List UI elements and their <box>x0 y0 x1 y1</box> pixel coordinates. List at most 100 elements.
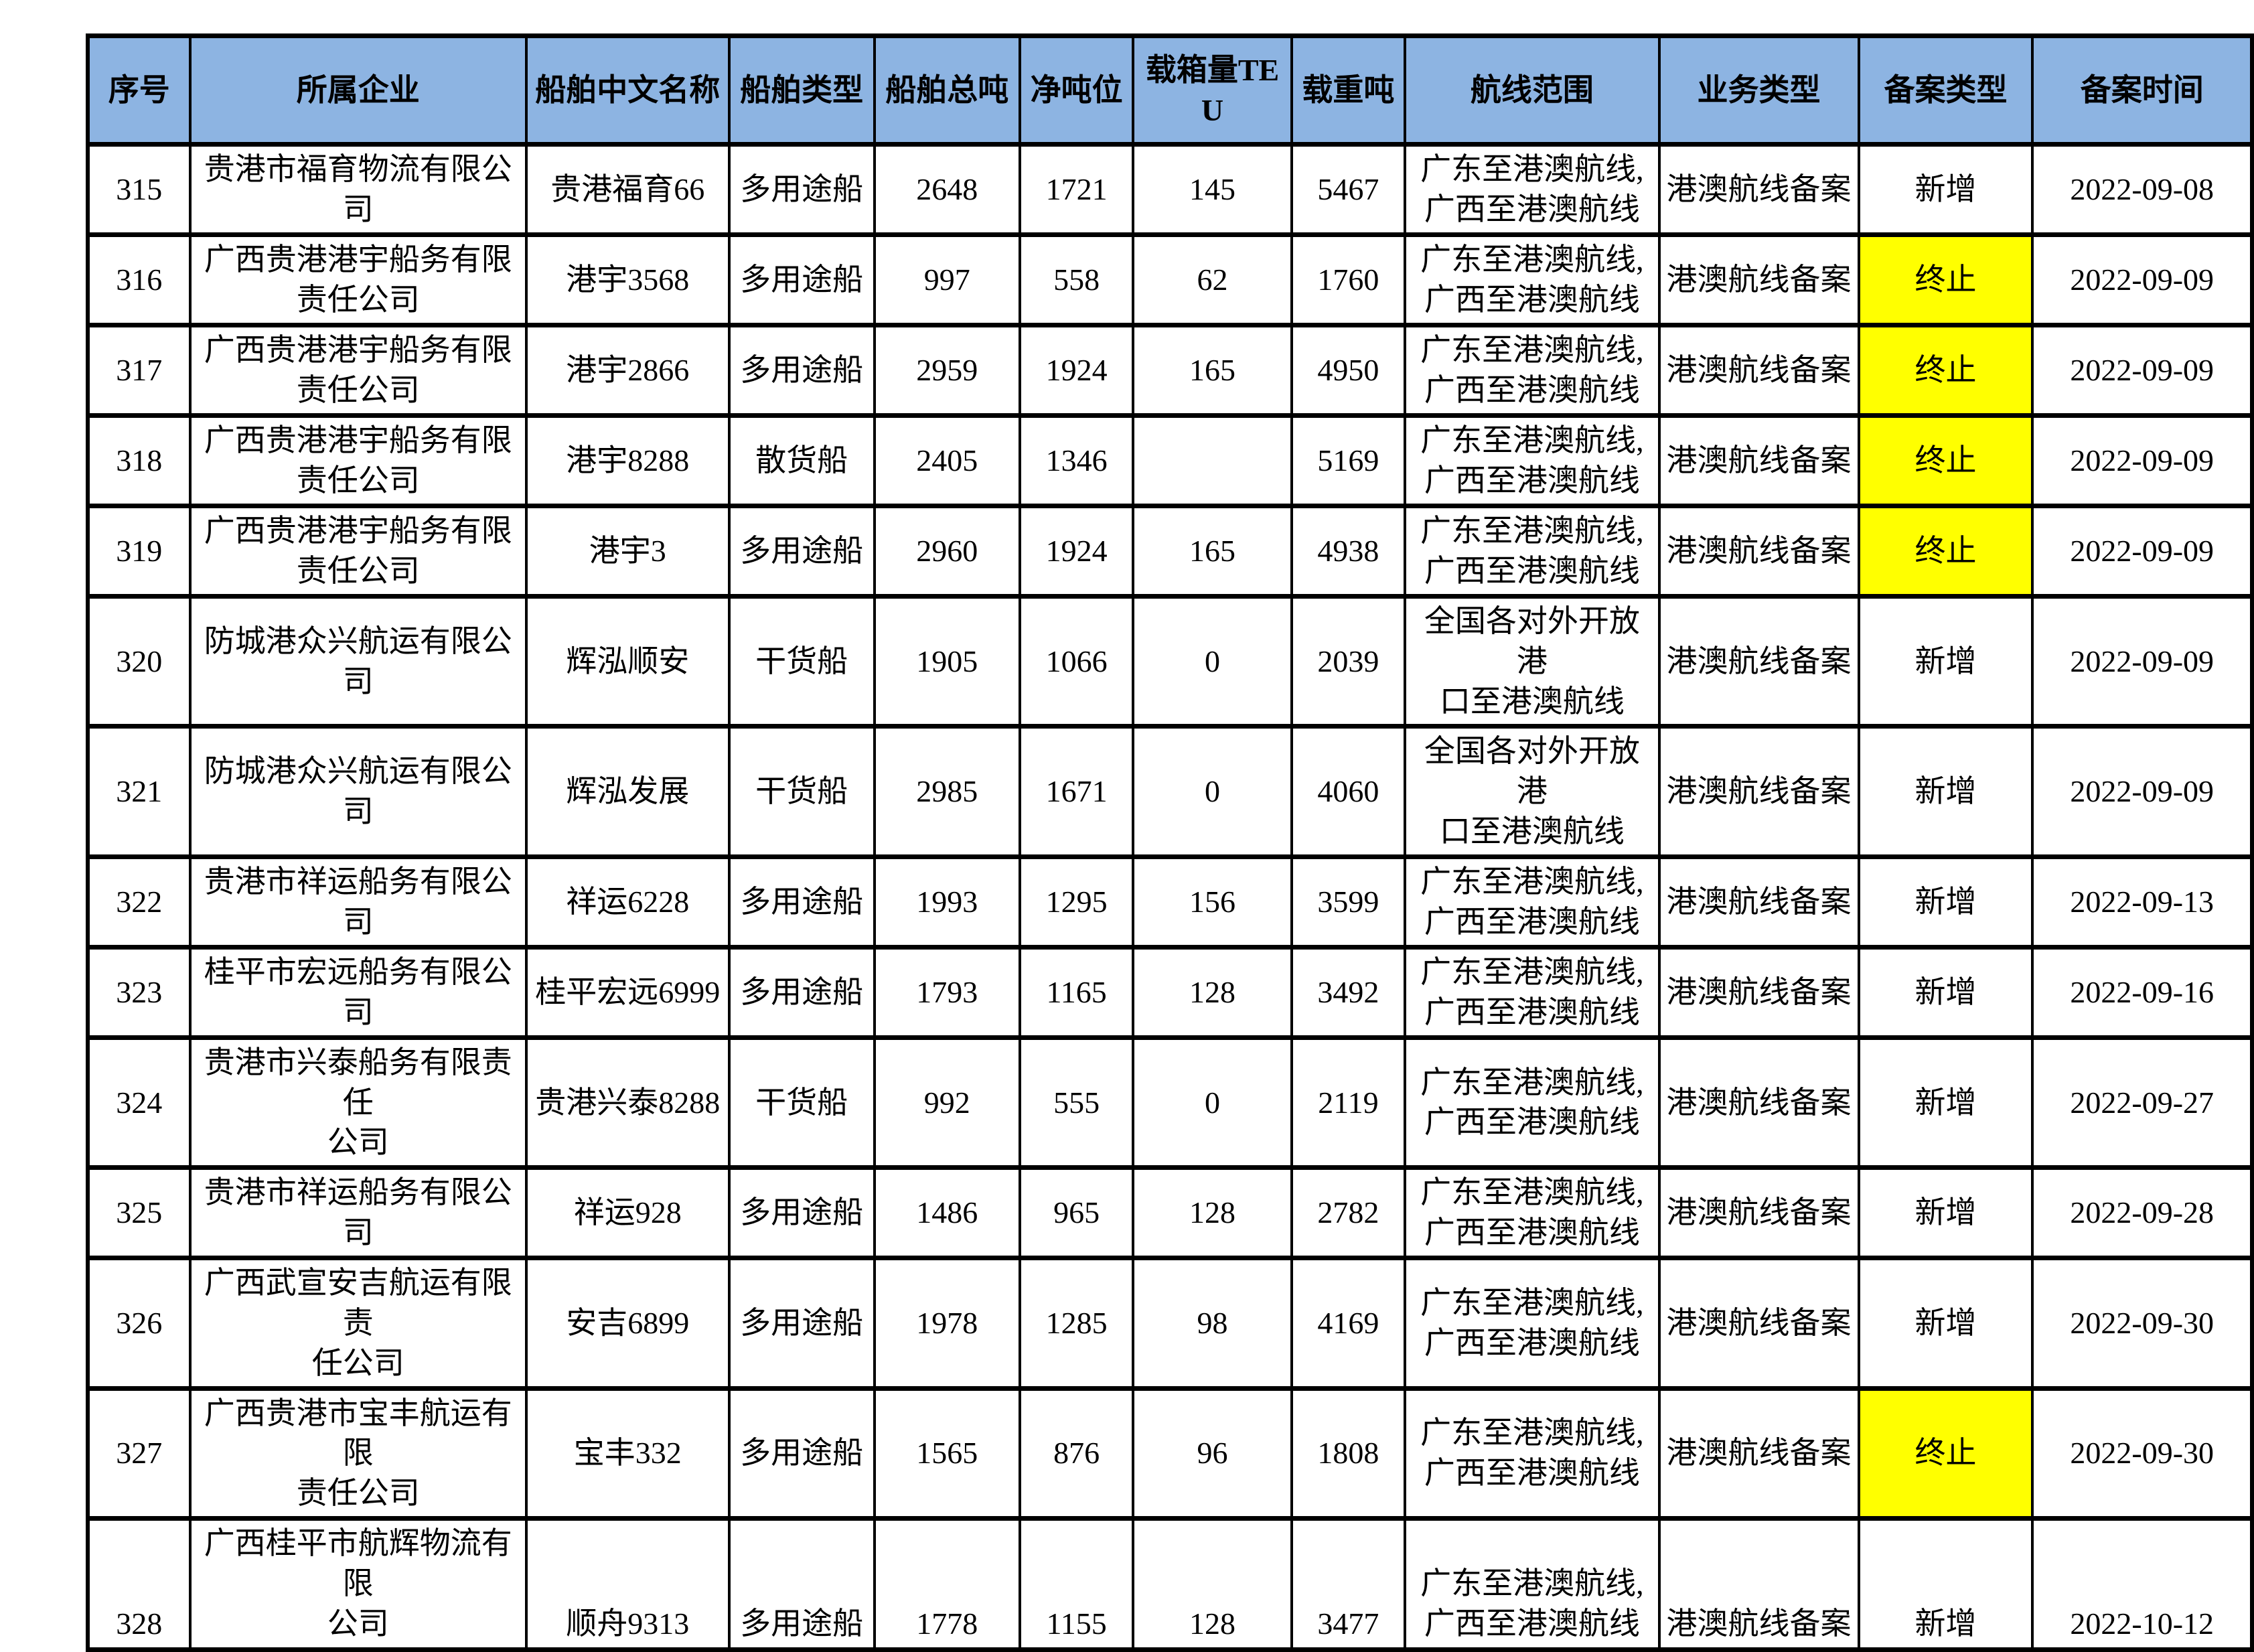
cell-seq: 326 <box>86 1256 192 1391</box>
ship-filing-table: 序号 所属企业 船舶中文名称 船舶类型 船舶总吨 净吨位 载箱量TEU 载重吨 航线范围 业务类型… <box>86 33 2254 1652</box>
cell-filing: 终止 <box>1857 413 2034 508</box>
cell-biz: 港澳航线备案 <box>1657 323 1860 418</box>
cell-route: 全国各对外开放港 口至港澳航线 <box>1404 593 1661 729</box>
column-header-net: 净吨位 <box>1018 33 1135 147</box>
cell-teu: 165 <box>1132 323 1293 418</box>
cell-teu: 96 <box>1132 1385 1293 1521</box>
cell-gross: 1565 <box>873 1385 1021 1521</box>
cell-ship_name: 贵港福育66 <box>524 142 731 237</box>
header-row: 序号 所属企业 船舶中文名称 船舶类型 船舶总吨 净吨位 载箱量TEU 载重吨 航线范围 业务类型… <box>86 33 2253 147</box>
cell-seq: 316 <box>86 232 192 327</box>
cell-ship_type: 多用途船 <box>727 232 876 327</box>
cell-date: 2022-09-09 <box>2031 323 2253 418</box>
cell-ship_name: 辉泓顺安 <box>524 593 731 729</box>
cell-net: 876 <box>1018 1385 1135 1521</box>
cell-ship_name: 祥运928 <box>524 1165 731 1261</box>
cell-route: 广东至港澳航线, 广西至港澳航线 <box>1404 854 1661 950</box>
cell-route: 广东至港澳航线, 广西至港澳航线 <box>1404 944 1661 1040</box>
cell-gross: 2960 <box>873 504 1021 599</box>
cell-company: 防城港众兴航运有限公司 <box>188 593 528 729</box>
cell-date: 2022-09-09 <box>2031 232 2253 327</box>
cell-seq: 323 <box>86 944 192 1040</box>
cell-filing: 新增 <box>1857 724 2034 859</box>
cell-ship_name: 港宇3 <box>524 504 731 599</box>
cell-gross: 2985 <box>873 724 1021 859</box>
cell-gross: 1793 <box>873 944 1021 1040</box>
cell-dwt: 3492 <box>1290 944 1407 1040</box>
table-row: 328 广西桂平市航辉物流有限 公司 顺舟9313 多用途船 1778 1155 128 34… <box>86 1515 2253 1652</box>
cell-date: 2022-09-30 <box>2031 1256 2253 1391</box>
cell-filing: 新增 <box>1857 1515 2034 1652</box>
cell-dwt: 4950 <box>1290 323 1407 418</box>
cell-seq: 324 <box>86 1035 192 1171</box>
cell-biz: 港澳航线备案 <box>1657 1256 1860 1391</box>
cell-ship_type: 多用途船 <box>727 1165 876 1261</box>
cell-company: 贵港市福育物流有限公司 <box>188 142 528 237</box>
column-header-gross: 船舶总吨 <box>873 33 1021 147</box>
table-row: 324 贵港市兴泰船务有限责任 公司 贵港兴泰8288 干货船 992 555 0 2119 广… <box>86 1035 2253 1171</box>
cell-date: 2022-09-28 <box>2031 1165 2253 1261</box>
table-row: 326 广西武宣安吉航运有限责 任公司 安吉6899 多用途船 1978 1285 98 41… <box>86 1256 2253 1391</box>
cell-gross: 1778 <box>873 1515 1021 1652</box>
cell-company: 广西贵港港宇船务有限责任公司 <box>188 232 528 327</box>
column-header-company: 所属企业 <box>188 33 528 147</box>
cell-net: 1295 <box>1018 854 1135 950</box>
cell-filing: 终止 <box>1857 232 2034 327</box>
table-row: 320 防城港众兴航运有限公司 辉泓顺安 干货船 1905 1066 0 2039 全国各对外开… <box>86 593 2253 729</box>
cell-ship_name: 辉泓发展 <box>524 724 731 859</box>
table-row: 317 广西贵港港宇船务有限责任公司 港宇2866 多用途船 2959 1924 165 49… <box>86 323 2253 418</box>
cell-net: 1155 <box>1018 1515 1135 1652</box>
cell-dwt: 2039 <box>1290 593 1407 729</box>
cell-gross: 2959 <box>873 323 1021 418</box>
cell-biz: 港澳航线备案 <box>1657 232 1860 327</box>
cell-teu: 145 <box>1132 142 1293 237</box>
cell-route: 广东至港澳航线, 广西至港澳航线 <box>1404 142 1661 237</box>
cell-filing: 新增 <box>1857 854 2034 950</box>
cell-ship_name: 港宇2866 <box>524 323 731 418</box>
cell-date: 2022-09-09 <box>2031 593 2253 729</box>
cell-biz: 港澳航线备案 <box>1657 142 1860 237</box>
cell-route: 广东至港澳航线, 广西至港澳航线 <box>1404 504 1661 599</box>
cell-biz: 港澳航线备案 <box>1657 413 1860 508</box>
cell-company: 桂平市宏远船务有限公司 <box>188 944 528 1040</box>
cell-filing: 新增 <box>1857 944 2034 1040</box>
table-row: 318 广西贵港港宇船务有限责任公司 港宇8288 散货船 2405 1346 5169 广东… <box>86 413 2253 508</box>
table-row: 327 广西贵港市宝丰航运有限 责任公司 宝丰332 多用途船 1565 876 96 180… <box>86 1385 2253 1521</box>
cell-biz: 港澳航线备案 <box>1657 593 1860 729</box>
cell-net: 555 <box>1018 1035 1135 1171</box>
table-row: 321 防城港众兴航运有限公司 辉泓发展 干货船 2985 1671 0 4060 全国各对外开… <box>86 724 2253 859</box>
cell-company: 广西贵港港宇船务有限责任公司 <box>188 504 528 599</box>
column-header-ship_type: 船舶类型 <box>727 33 876 147</box>
cell-biz: 港澳航线备案 <box>1657 1165 1860 1261</box>
cell-teu: 128 <box>1132 944 1293 1040</box>
cell-dwt: 2119 <box>1290 1035 1407 1171</box>
cell-seq: 317 <box>86 323 192 418</box>
cell-filing: 终止 <box>1857 1385 2034 1521</box>
cell-dwt: 5467 <box>1290 142 1407 237</box>
cell-teu: 62 <box>1132 232 1293 327</box>
cell-date: 2022-09-08 <box>2031 142 2253 237</box>
cell-route: 广东至港澳航线, 广西至港澳航线 <box>1404 232 1661 327</box>
cell-ship_type: 多用途船 <box>727 1256 876 1391</box>
cell-teu: 0 <box>1132 724 1293 859</box>
column-header-date: 备案时间 <box>2031 33 2253 147</box>
column-header-route: 航线范围 <box>1404 33 1661 147</box>
cell-seq: 318 <box>86 413 192 508</box>
cell-biz: 港澳航线备案 <box>1657 1515 1860 1652</box>
cell-teu: 128 <box>1132 1165 1293 1261</box>
cell-biz: 港澳航线备案 <box>1657 1035 1860 1171</box>
cell-teu: 98 <box>1132 1256 1293 1391</box>
cell-ship_type: 多用途船 <box>727 323 876 418</box>
table-body: 315 贵港市福育物流有限公司 贵港福育66 多用途船 2648 1721 145 5467 广… <box>86 142 2253 1652</box>
cell-dwt: 5169 <box>1290 413 1407 508</box>
cell-company: 贵港市兴泰船务有限责任 公司 <box>188 1035 528 1171</box>
cell-ship_type: 干货船 <box>727 724 876 859</box>
cell-company: 广西武宣安吉航运有限责 任公司 <box>188 1256 528 1391</box>
cell-company: 贵港市祥运船务有限公司 <box>188 854 528 950</box>
table-row: 322 贵港市祥运船务有限公司 祥运6228 多用途船 1993 1295 156 3599 广… <box>86 854 2253 950</box>
cell-dwt: 3477 <box>1290 1515 1407 1652</box>
cell-filing: 终止 <box>1857 504 2034 599</box>
cell-teu: 128 <box>1132 1515 1293 1652</box>
cell-dwt: 2782 <box>1290 1165 1407 1261</box>
table-row: 315 贵港市福育物流有限公司 贵港福育66 多用途船 2648 1721 145 5467 广… <box>86 142 2253 237</box>
